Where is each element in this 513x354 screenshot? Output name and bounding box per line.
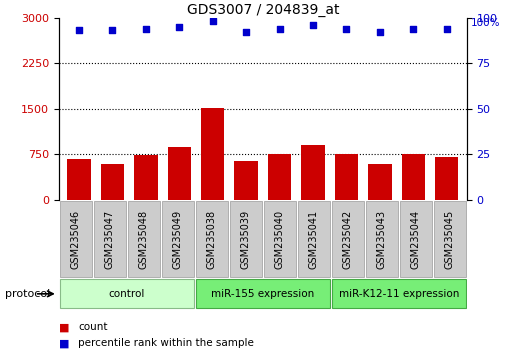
Point [142, 26, 150, 32]
Bar [400, 201, 432, 277]
Bar [331, 201, 364, 277]
Point [75, 28, 83, 33]
Point [209, 18, 217, 24]
Bar [230, 201, 262, 277]
Text: GSM235046: GSM235046 [71, 209, 81, 269]
Bar [195, 201, 228, 277]
Text: GSM235047: GSM235047 [105, 209, 115, 269]
Bar [298, 201, 330, 277]
Text: miR-155 expression: miR-155 expression [211, 289, 314, 299]
Text: ■: ■ [59, 322, 69, 332]
Text: GSM235043: GSM235043 [377, 209, 387, 269]
Bar [168, 147, 191, 200]
Bar [60, 201, 92, 277]
Bar [366, 201, 398, 277]
Bar [201, 108, 225, 200]
Point [376, 29, 384, 35]
Bar [94, 201, 126, 277]
Point [275, 26, 284, 32]
Text: percentile rank within the sample: percentile rank within the sample [78, 338, 254, 348]
Text: GSM235048: GSM235048 [139, 209, 149, 269]
Text: miR-K12-11 expression: miR-K12-11 expression [339, 289, 459, 299]
Bar [162, 201, 194, 277]
Bar [196, 279, 330, 308]
Text: GSM235045: GSM235045 [445, 209, 455, 269]
Text: ■: ■ [59, 338, 69, 348]
Bar [268, 154, 291, 200]
Bar [368, 164, 391, 200]
Text: control: control [109, 289, 145, 299]
Bar [332, 279, 466, 308]
Bar [101, 164, 124, 200]
Text: GSM235040: GSM235040 [275, 209, 285, 269]
Text: GSM235042: GSM235042 [343, 209, 353, 269]
Point [175, 24, 184, 30]
Text: protocol: protocol [5, 289, 50, 299]
Bar [335, 154, 358, 200]
Bar [128, 201, 160, 277]
Text: GSM235038: GSM235038 [207, 209, 217, 269]
Point [309, 22, 317, 28]
Text: count: count [78, 322, 108, 332]
Point [342, 26, 350, 32]
Bar [433, 201, 466, 277]
Text: GSM235044: GSM235044 [411, 209, 421, 269]
Point [409, 26, 418, 32]
Bar [435, 157, 459, 200]
Bar [234, 161, 258, 200]
Bar [60, 279, 194, 308]
Text: GSM235049: GSM235049 [173, 209, 183, 269]
Bar [134, 155, 157, 200]
Bar [301, 145, 325, 200]
Bar [67, 159, 91, 200]
Point [242, 29, 250, 35]
Point [108, 28, 116, 33]
Bar [402, 154, 425, 200]
Text: GSM235039: GSM235039 [241, 209, 251, 269]
Bar [264, 201, 296, 277]
Text: GSM235041: GSM235041 [309, 209, 319, 269]
Text: 100%: 100% [471, 18, 500, 28]
Point [443, 26, 451, 32]
Title: GDS3007 / 204839_at: GDS3007 / 204839_at [187, 3, 339, 17]
